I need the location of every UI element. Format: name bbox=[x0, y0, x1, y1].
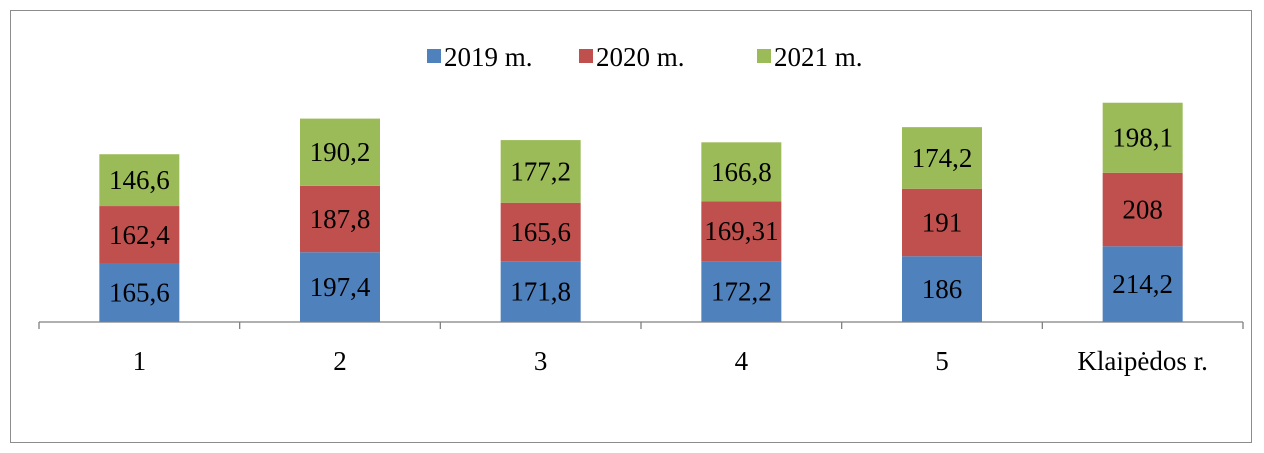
data-label-4-3: 166,8 bbox=[711, 157, 772, 187]
data-label-5-3: 174,2 bbox=[912, 143, 973, 173]
data-label-6-3: 198,1 bbox=[1112, 123, 1173, 153]
data-label-3-1: 171,8 bbox=[510, 277, 571, 307]
x-axis: 1 2 3 4 5 Klaipėdos r. bbox=[38, 321, 1244, 376]
data-label-2-1: 197,4 bbox=[310, 272, 371, 302]
data-label-3-2: 165,6 bbox=[510, 217, 571, 247]
x-tick-label-4: 4 bbox=[735, 346, 749, 376]
bar-segment-5-1 bbox=[902, 256, 982, 322]
legend-label-1: 2019 m. bbox=[444, 42, 533, 72]
bar-segment-1-3 bbox=[99, 154, 180, 207]
legend-label-3: 2021 m. bbox=[774, 42, 863, 72]
data-label-4-2: 169,31 bbox=[704, 216, 778, 246]
bar-segment-1-2 bbox=[99, 206, 180, 264]
bar-segment-3-2 bbox=[500, 202, 581, 262]
data-label-5-2: 191 bbox=[922, 207, 963, 237]
data-label-3-3: 177,2 bbox=[510, 156, 571, 186]
chart-frame: 2019 m. 2020 m. 2021 m. 165,6 162,4 146,6 197… bbox=[10, 10, 1252, 443]
data-label-1-3: 146,6 bbox=[109, 165, 170, 195]
bar-segment-3-1 bbox=[500, 261, 581, 322]
data-label-1-1: 165,6 bbox=[109, 278, 170, 308]
bar-segment-6-1 bbox=[1102, 246, 1183, 322]
data-label-5-1: 186 bbox=[922, 274, 963, 304]
data-label-6-2: 208 bbox=[1122, 195, 1163, 225]
data-label-4-1: 172,2 bbox=[711, 277, 772, 307]
x-tick-label-1: 1 bbox=[133, 346, 147, 376]
x-tick-label-3: 3 bbox=[534, 346, 548, 376]
data-label-6-1: 214,2 bbox=[1112, 269, 1173, 299]
bar-segment-4-1 bbox=[701, 261, 782, 322]
legend-label-2: 2020 m. bbox=[596, 42, 685, 72]
bar-segment-6-2 bbox=[1102, 172, 1183, 247]
bar-segment-2-3 bbox=[300, 118, 380, 186]
bar-segment-4-3 bbox=[701, 142, 782, 202]
bar-segment-3-3 bbox=[500, 140, 581, 203]
data-label-2-3: 190,2 bbox=[310, 137, 371, 167]
x-tick-label-5: 5 bbox=[935, 346, 949, 376]
bar-segment-5-3 bbox=[902, 127, 982, 189]
legend-swatch-1 bbox=[427, 49, 441, 63]
bar-segment-2-2 bbox=[300, 185, 380, 253]
data-label-2-2: 187,8 bbox=[310, 204, 371, 234]
legend: 2019 m. 2020 m. 2021 m. bbox=[427, 42, 863, 72]
x-tick-label-6: Klaipėdos r. bbox=[1077, 346, 1207, 376]
bar-segment-1-1 bbox=[99, 263, 180, 322]
bars: 165,6 162,4 146,6 197,4 187,8 190,2 171,8 165,6… bbox=[99, 102, 1183, 322]
bar-segment-6-3 bbox=[1102, 102, 1183, 173]
data-label-1-2: 162,4 bbox=[109, 220, 170, 250]
x-tick-label-2: 2 bbox=[333, 346, 347, 376]
stacked-bar-chart: 2019 m. 2020 m. 2021 m. 165,6 162,4 146,6 197… bbox=[38, 42, 1244, 376]
legend-swatch-3 bbox=[757, 49, 771, 63]
legend-swatch-2 bbox=[579, 49, 593, 63]
bar-segment-2-1 bbox=[300, 252, 380, 322]
bar-segment-4-2 bbox=[701, 201, 782, 262]
bar-segment-5-2 bbox=[902, 188, 982, 257]
